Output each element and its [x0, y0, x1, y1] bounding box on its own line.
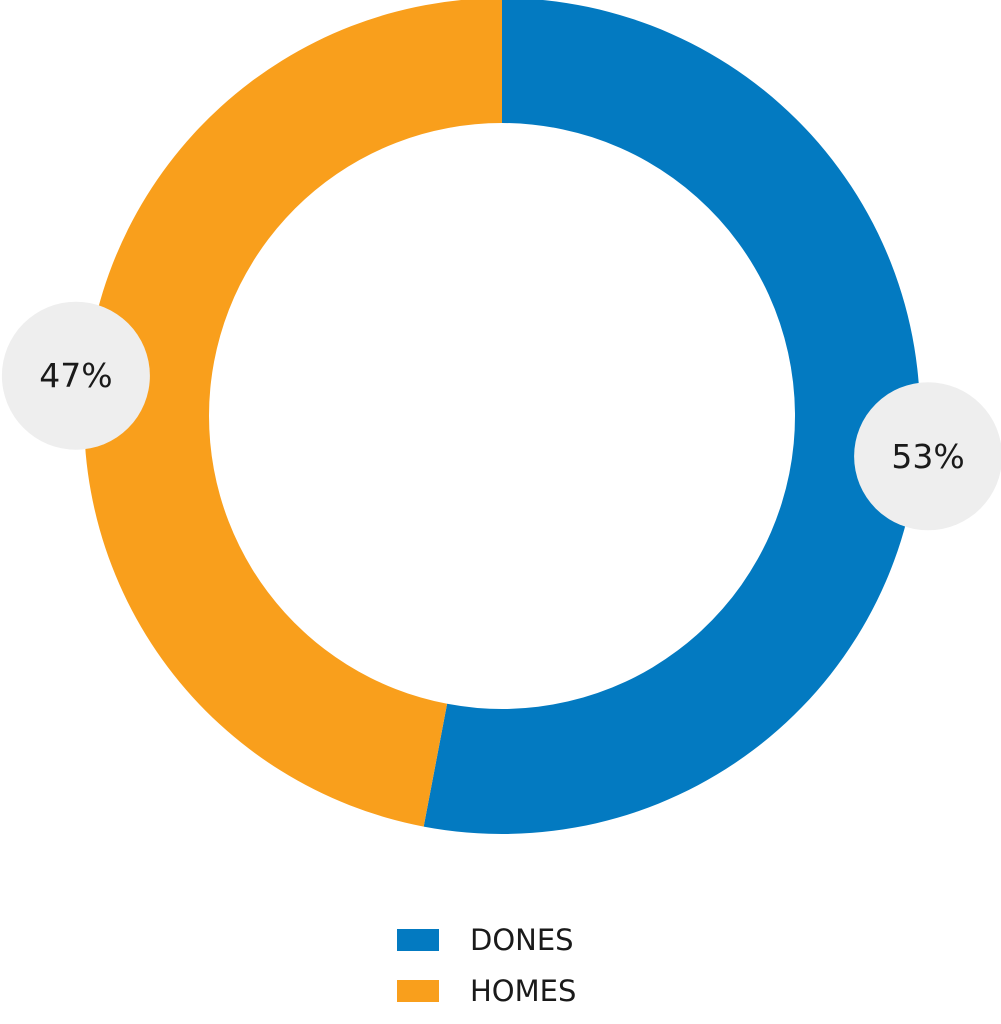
donut-slices	[84, 0, 920, 834]
value-badge-homes	[1, 301, 150, 450]
slice-homes[interactable]	[84, 0, 502, 827]
value-badge-dones	[854, 382, 1001, 531]
legend-label-dones: DONES	[470, 923, 574, 957]
slice-dones[interactable]	[423, 0, 920, 834]
value-badges: 53% 47%	[1, 301, 1001, 531]
legend-swatch-dones	[397, 929, 439, 951]
legend-label-homes: HOMES	[470, 974, 577, 1008]
value-label-dones: 53%	[891, 437, 964, 476]
value-label-homes: 47%	[39, 356, 112, 395]
legend-swatch-homes	[397, 980, 439, 1002]
